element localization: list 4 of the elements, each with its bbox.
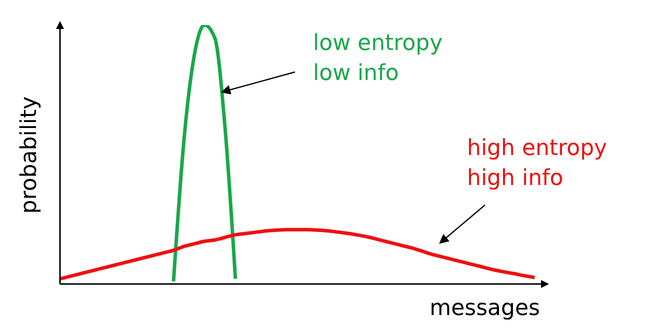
annotation: high entropy high info	[467, 136, 608, 191]
y-axis-title: probability	[17, 96, 42, 214]
x-axis-title: messages	[430, 296, 540, 321]
annotation: low entropy low info	[313, 31, 443, 86]
